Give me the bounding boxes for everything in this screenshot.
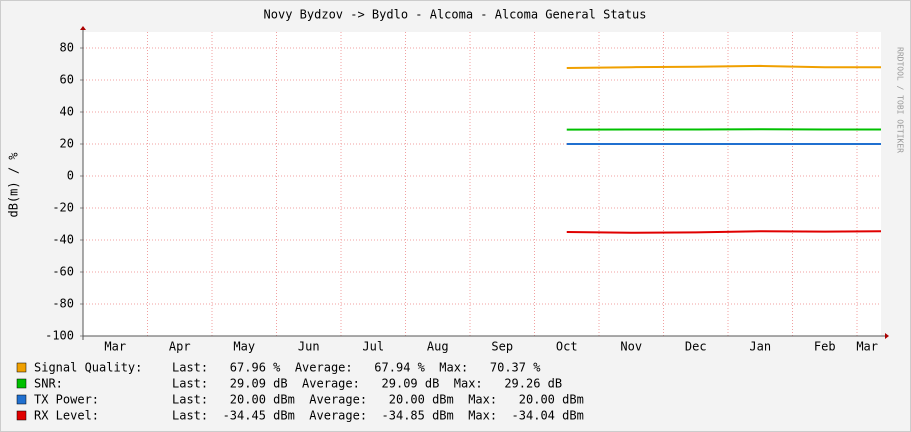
y-axis-label: dB(m) / % bbox=[7, 152, 21, 218]
legend-label: Signal Quality: bbox=[34, 361, 142, 375]
legend-swatch bbox=[16, 378, 27, 389]
x-tick-label: Sep bbox=[491, 340, 513, 354]
legend-swatch bbox=[16, 410, 27, 421]
x-tick-label: Apr bbox=[169, 340, 191, 354]
y-tick-label: -20 bbox=[52, 201, 74, 215]
series-line bbox=[566, 230, 881, 234]
x-tick-label: Oct bbox=[556, 340, 578, 354]
y-tick-label: -40 bbox=[52, 233, 74, 247]
y-tick-label: 60 bbox=[60, 73, 74, 87]
series-line bbox=[566, 64, 881, 69]
x-tick-label: Jan bbox=[749, 340, 771, 354]
watermark: RRDTOOL / TOBI OETIKER bbox=[896, 47, 905, 153]
y-tick-label: 80 bbox=[60, 41, 74, 55]
axis-arrow bbox=[80, 26, 86, 30]
legend-swatch bbox=[16, 394, 27, 405]
x-tick-label: Dec bbox=[685, 340, 707, 354]
legend-label: TX Power: bbox=[34, 393, 99, 407]
legend-label: SNR: bbox=[34, 377, 63, 391]
chart-title: Novy Bydzov -> Bydlo - Alcoma - Alcoma G… bbox=[264, 8, 647, 22]
legend-swatch bbox=[16, 362, 27, 373]
legend-stats: Last: 67.96 % Average: 67.94 % Max: 70.3… bbox=[172, 361, 541, 375]
plot-area bbox=[83, 32, 881, 336]
y-tick-label: -100 bbox=[45, 329, 74, 343]
y-tick-label: 0 bbox=[67, 169, 74, 183]
axis-arrow bbox=[885, 333, 889, 339]
x-tick-label: Aug bbox=[427, 340, 449, 354]
x-tick-label: Mar bbox=[856, 340, 878, 354]
legend-stats: Last: 20.00 dBm Average: 20.00 dBm Max: … bbox=[172, 393, 584, 407]
x-tick-label: Jul bbox=[362, 340, 384, 354]
legend-label: RX Level: bbox=[34, 409, 99, 423]
legend-stats: Last: 29.09 dB Average: 29.09 dB Max: 29… bbox=[172, 377, 562, 391]
x-tick-label: May bbox=[233, 340, 255, 354]
x-tick-label: Feb bbox=[814, 340, 836, 354]
y-tick-label: -60 bbox=[52, 265, 74, 279]
x-tick-label: Jun bbox=[298, 340, 320, 354]
x-tick-label: Nov bbox=[620, 340, 642, 354]
legend-stats: Last: -34.45 dBm Average: -34.85 dBm Max… bbox=[172, 409, 584, 423]
y-tick-label: -80 bbox=[52, 297, 74, 311]
y-tick-label: 40 bbox=[60, 105, 74, 119]
y-tick-label: 20 bbox=[60, 137, 74, 151]
x-tick-label: Mar bbox=[104, 340, 126, 354]
